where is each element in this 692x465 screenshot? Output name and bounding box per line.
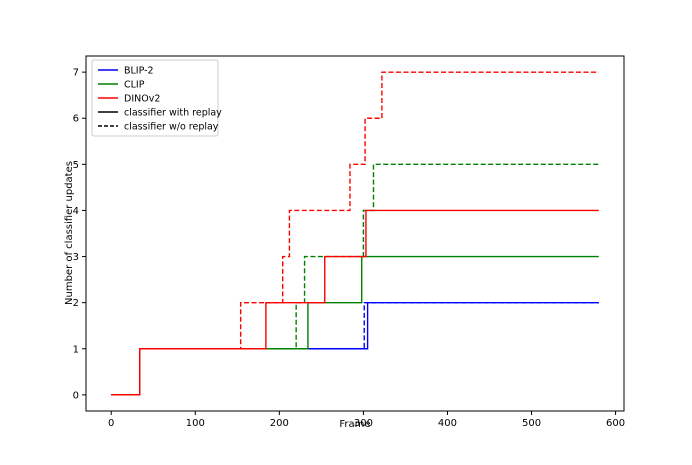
y-tick-label: 0	[73, 390, 79, 401]
series-layer	[111, 71, 599, 396]
x-tick-label: 200	[270, 418, 289, 429]
x-tick-label: 0	[108, 418, 114, 429]
y-axis: 0 1 2 3 4 5 6 7	[73, 68, 86, 401]
y-tick-label: 5	[73, 160, 79, 171]
x-tick-label: 600	[606, 418, 625, 429]
legend-box	[91, 59, 219, 137]
x-axis: 0 100 200 300 400 500 600	[108, 411, 625, 429]
series-line-dinov2-with-replay	[111, 209, 599, 396]
x-tick-label: 500	[522, 418, 541, 429]
x-tick-label: 300	[354, 418, 373, 429]
series-line-clip-without-replay	[111, 163, 599, 396]
x-axis-label: Frame	[339, 419, 370, 430]
y-axis-label: Number of classifier updates	[64, 161, 75, 305]
y-tick-label: 7	[73, 68, 79, 79]
x-tick-label: 100	[186, 418, 205, 429]
legend-label: BLIP-2	[124, 66, 154, 77]
series-line-dinov2-without-replay	[111, 71, 599, 396]
y-tick-label: 2	[73, 298, 79, 309]
legend-label: classifier with replay	[124, 108, 222, 119]
plot-frame	[85, 55, 625, 412]
y-tick-label: 1	[73, 344, 79, 355]
x-tick-label: 400	[438, 418, 457, 429]
y-tick-label: 3	[73, 252, 79, 263]
y-tick-label: 4	[73, 206, 79, 217]
legend-label: DINOv2	[124, 94, 160, 105]
series-line-clip-with-replay	[111, 255, 599, 396]
legend-label: classifier w/o replay	[124, 122, 219, 133]
legend: BLIP-2 CLIP DINOv2 classifier with replay cl…	[91, 59, 222, 137]
y-tick-label: 6	[73, 114, 79, 125]
legend-label: CLIP	[124, 80, 145, 91]
